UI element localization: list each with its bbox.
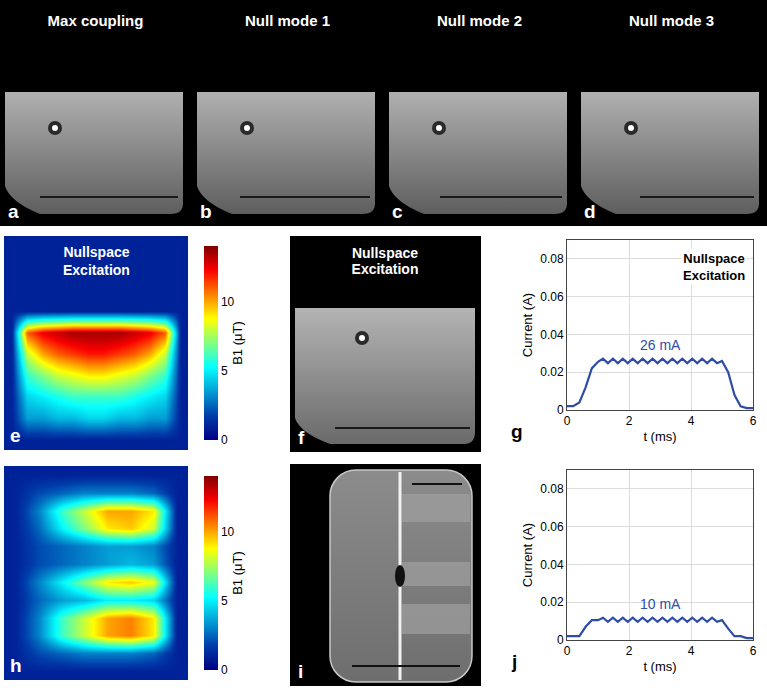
- svg-text:Current (A): Current (A): [520, 523, 535, 587]
- svg-text:NullspaceExcitation: NullspaceExcitation: [352, 245, 419, 277]
- svg-text:b: b: [200, 201, 212, 222]
- svg-text:10 mA: 10 mA: [640, 596, 681, 612]
- svg-text:h: h: [10, 655, 22, 676]
- svg-text:c: c: [392, 201, 403, 222]
- svg-text:0.02: 0.02: [540, 595, 564, 609]
- svg-text:0.02: 0.02: [540, 365, 564, 379]
- svg-text:4: 4: [688, 414, 695, 428]
- svg-text:0.08: 0.08: [540, 482, 564, 496]
- svg-text:10: 10: [221, 525, 235, 539]
- svg-text:t (ms): t (ms): [643, 429, 676, 444]
- svg-text:2: 2: [626, 644, 633, 658]
- svg-text:B1 (μT): B1 (μT): [230, 321, 245, 365]
- svg-text:e: e: [10, 425, 21, 446]
- svg-text:5: 5: [221, 364, 228, 378]
- svg-text:0.04: 0.04: [540, 328, 564, 342]
- svg-text:a: a: [8, 201, 19, 222]
- svg-text:Null mode 3: Null mode 3: [629, 12, 714, 29]
- svg-text:0: 0: [557, 403, 564, 417]
- svg-text:6: 6: [750, 414, 757, 428]
- svg-text:26 mA: 26 mA: [640, 337, 681, 353]
- svg-text:5: 5: [221, 594, 228, 608]
- svg-text:0: 0: [221, 663, 228, 677]
- svg-text:Max coupling: Max coupling: [48, 12, 144, 29]
- svg-text:0.04: 0.04: [540, 558, 564, 572]
- svg-text:d: d: [584, 201, 596, 222]
- svg-text:0.06: 0.06: [540, 520, 564, 534]
- svg-text:Current (A): Current (A): [520, 293, 535, 357]
- svg-text:NullspaceExcitation: NullspaceExcitation: [683, 251, 745, 283]
- svg-text:Null mode 1: Null mode 1: [245, 12, 330, 29]
- svg-text:0: 0: [564, 644, 571, 658]
- svg-text:Null mode 2: Null mode 2: [437, 12, 522, 29]
- svg-text:NullspaceExcitation: NullspaceExcitation: [63, 244, 130, 278]
- svg-text:0: 0: [557, 633, 564, 647]
- svg-text:4: 4: [688, 644, 695, 658]
- svg-text:0: 0: [564, 414, 571, 428]
- svg-text:f: f: [298, 427, 305, 448]
- svg-text:6: 6: [750, 644, 757, 658]
- svg-text:2: 2: [626, 414, 633, 428]
- svg-text:0: 0: [221, 433, 228, 447]
- svg-text:0.06: 0.06: [540, 290, 564, 304]
- svg-text:0.08: 0.08: [540, 252, 564, 266]
- svg-text:j: j: [511, 651, 517, 672]
- svg-text:t (ms): t (ms): [643, 659, 676, 674]
- svg-text:10: 10: [221, 295, 235, 309]
- svg-text:i: i: [298, 661, 303, 682]
- svg-text:g: g: [511, 421, 523, 442]
- svg-text:B1 (μT): B1 (μT): [230, 551, 245, 595]
